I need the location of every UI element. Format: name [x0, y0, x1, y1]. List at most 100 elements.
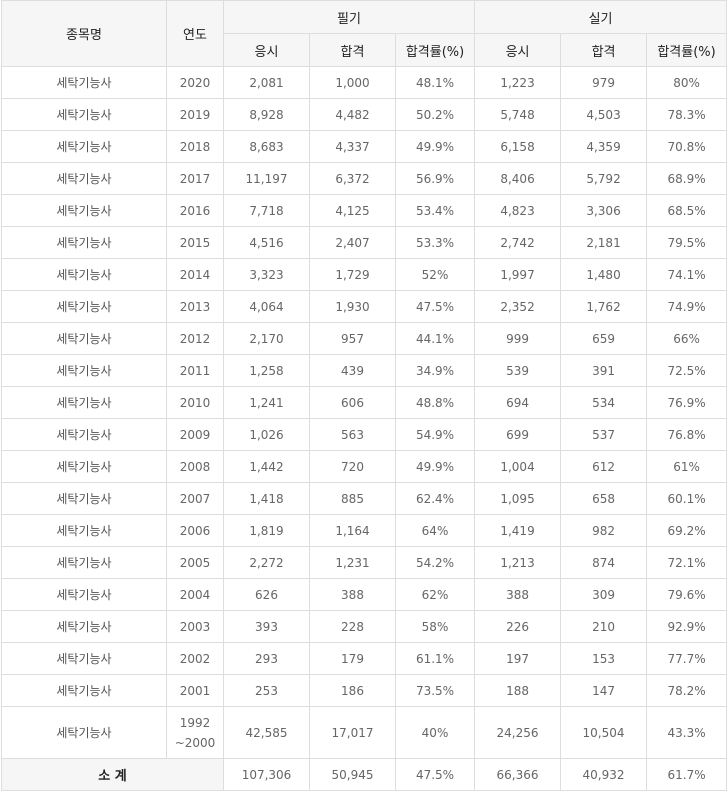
cell-practical-applied: 539: [474, 354, 562, 387]
total-written-rate: 47.5%: [394, 758, 476, 791]
cell-name: 세탁기능사: [1, 706, 167, 759]
cell-practical-applied: 388: [474, 578, 562, 611]
total-practical-applied: 66,366: [474, 758, 562, 791]
cell-practical-rate: 78.2%: [646, 674, 727, 707]
cell-practical-rate: 92.9%: [646, 610, 727, 643]
cell-practical-rate: 78.3%: [646, 98, 727, 131]
cell-practical-rate: 74.1%: [646, 258, 727, 291]
cell-practical-passed: 658: [560, 482, 648, 515]
table-row: 세탁기능사 2012 2,170 957 44.1% 999 659 66%: [1, 322, 727, 355]
cell-name: 세탁기능사: [1, 546, 167, 579]
cell-practical-rate: 68.9%: [646, 162, 727, 195]
header-practical-passed: 합격: [560, 33, 648, 67]
cell-practical-passed: 153: [560, 642, 648, 675]
cell-written-passed: 17,017: [309, 706, 396, 759]
cell-practical-rate: 76.9%: [646, 386, 727, 419]
cell-year: 2018: [166, 130, 224, 163]
cell-name: 세탁기능사: [1, 386, 167, 419]
cell-written-applied: 253: [223, 674, 310, 707]
table-row: 세탁기능사 2002 293 179 61.1% 197 153 77.7%: [1, 642, 727, 675]
cell-year: 2016: [166, 194, 224, 227]
cell-practical-rate: 70.8%: [646, 130, 727, 163]
total-label: 소 계: [1, 758, 224, 791]
cell-practical-rate: 68.5%: [646, 194, 727, 227]
table-row: 세탁기능사 2004 626 388 62% 388 309 79.6%: [1, 578, 727, 611]
cell-practical-passed: 309: [560, 578, 648, 611]
cell-practical-passed: 1,480: [560, 258, 648, 291]
header-name: 종목명: [1, 0, 167, 67]
cell-practical-applied: 1,419: [474, 514, 562, 547]
cell-written-applied: 8,928: [223, 98, 310, 131]
table-footer: 소 계 107,306 50,945 47.5% 66,366 40,932 6…: [1, 758, 727, 791]
cell-practical-applied: 188: [474, 674, 562, 707]
header-year: 연도: [166, 0, 224, 67]
table-row: 세탁기능사 2006 1,819 1,164 64% 1,419 982 69.2%: [1, 514, 727, 547]
cell-written-applied: 1,418: [223, 482, 310, 515]
cell-written-passed: 720: [309, 450, 396, 483]
cell-practical-passed: 979: [560, 66, 648, 99]
cell-year: 2017: [166, 162, 224, 195]
cell-written-passed: 388: [309, 578, 396, 611]
header-practical-applied: 응시: [474, 33, 562, 67]
header-practical-rate: 합격률(%): [646, 33, 727, 67]
cell-written-applied: 7,718: [223, 194, 310, 227]
cell-practical-applied: 1,095: [474, 482, 562, 515]
cell-written-passed: 885: [309, 482, 396, 515]
cell-written-rate: 62.4%: [394, 482, 476, 515]
total-written-applied: 107,306: [223, 758, 310, 791]
cell-written-rate: 49.9%: [394, 130, 476, 163]
cell-practical-rate: 79.5%: [646, 226, 727, 259]
cell-written-passed: 4,482: [309, 98, 396, 131]
table-row: 세탁기능사 2017 11,197 6,372 56.9% 8,406 5,792 68.9%: [1, 162, 727, 195]
cell-practical-passed: 391: [560, 354, 648, 387]
cell-written-rate: 54.9%: [394, 418, 476, 451]
cell-written-passed: 1,231: [309, 546, 396, 579]
table-row: 세탁기능사 2015 4,516 2,407 53.3% 2,742 2,181 79.5%: [1, 226, 727, 259]
cell-written-rate: 61.1%: [394, 642, 476, 675]
cell-practical-applied: 5,748: [474, 98, 562, 131]
cell-written-rate: 34.9%: [394, 354, 476, 387]
cell-practical-applied: 699: [474, 418, 562, 451]
cell-name: 세탁기능사: [1, 98, 167, 131]
cell-practical-rate: 79.6%: [646, 578, 727, 611]
table-row: 세탁기능사 2010 1,241 606 48.8% 694 534 76.9%: [1, 386, 727, 419]
total-practical-passed: 40,932: [560, 758, 648, 791]
cell-written-passed: 1,729: [309, 258, 396, 291]
cell-practical-passed: 659: [560, 322, 648, 355]
cell-practical-applied: 197: [474, 642, 562, 675]
cell-written-passed: 4,337: [309, 130, 396, 163]
cell-written-applied: 42,585: [223, 706, 310, 759]
total-row: 소 계 107,306 50,945 47.5% 66,366 40,932 6…: [1, 758, 727, 791]
table-row: 세탁기능사 2018 8,683 4,337 49.9% 6,158 4,359 70.8%: [1, 130, 727, 163]
cell-practical-rate: 61%: [646, 450, 727, 483]
cell-practical-passed: 4,503: [560, 98, 648, 131]
cell-year: 2006: [166, 514, 224, 547]
cell-name: 세탁기능사: [1, 354, 167, 387]
cell-practical-passed: 534: [560, 386, 648, 419]
table-row: 세탁기능사 2008 1,442 720 49.9% 1,004 612 61%: [1, 450, 727, 483]
cell-name: 세탁기능사: [1, 610, 167, 643]
cell-written-applied: 8,683: [223, 130, 310, 163]
table-header: 종목명 연도 필기 실기 응시 합격 합격률(%) 응시 합격 합격률(%): [1, 0, 727, 67]
cell-year: 1992 ~2000: [166, 706, 224, 759]
header-written-passed: 합격: [309, 33, 396, 67]
table-body: 세탁기능사 2020 2,081 1,000 48.1% 1,223 979 80% 세탁기능사…: [1, 66, 727, 759]
cell-written-rate: 62%: [394, 578, 476, 611]
cell-year: 2001: [166, 674, 224, 707]
cell-written-applied: 2,081: [223, 66, 310, 99]
cell-year: 2012: [166, 322, 224, 355]
cell-written-passed: 606: [309, 386, 396, 419]
cell-practical-rate: 72.5%: [646, 354, 727, 387]
cell-practical-passed: 612: [560, 450, 648, 483]
table-row: 세탁기능사 1992 ~2000 42,585 17,017 40% 24,256 10,5…: [1, 706, 727, 759]
cell-written-rate: 40%: [394, 706, 476, 759]
table-row: 세탁기능사 2005 2,272 1,231 54.2% 1,213 874 72.1%: [1, 546, 727, 579]
cell-practical-rate: 72.1%: [646, 546, 727, 579]
cell-practical-applied: 999: [474, 322, 562, 355]
table-row: 세탁기능사 2019 8,928 4,482 50.2% 5,748 4,503 78.3%: [1, 98, 727, 131]
cell-written-applied: 1,026: [223, 418, 310, 451]
cell-practical-rate: 76.8%: [646, 418, 727, 451]
cell-practical-passed: 4,359: [560, 130, 648, 163]
cell-written-applied: 2,272: [223, 546, 310, 579]
